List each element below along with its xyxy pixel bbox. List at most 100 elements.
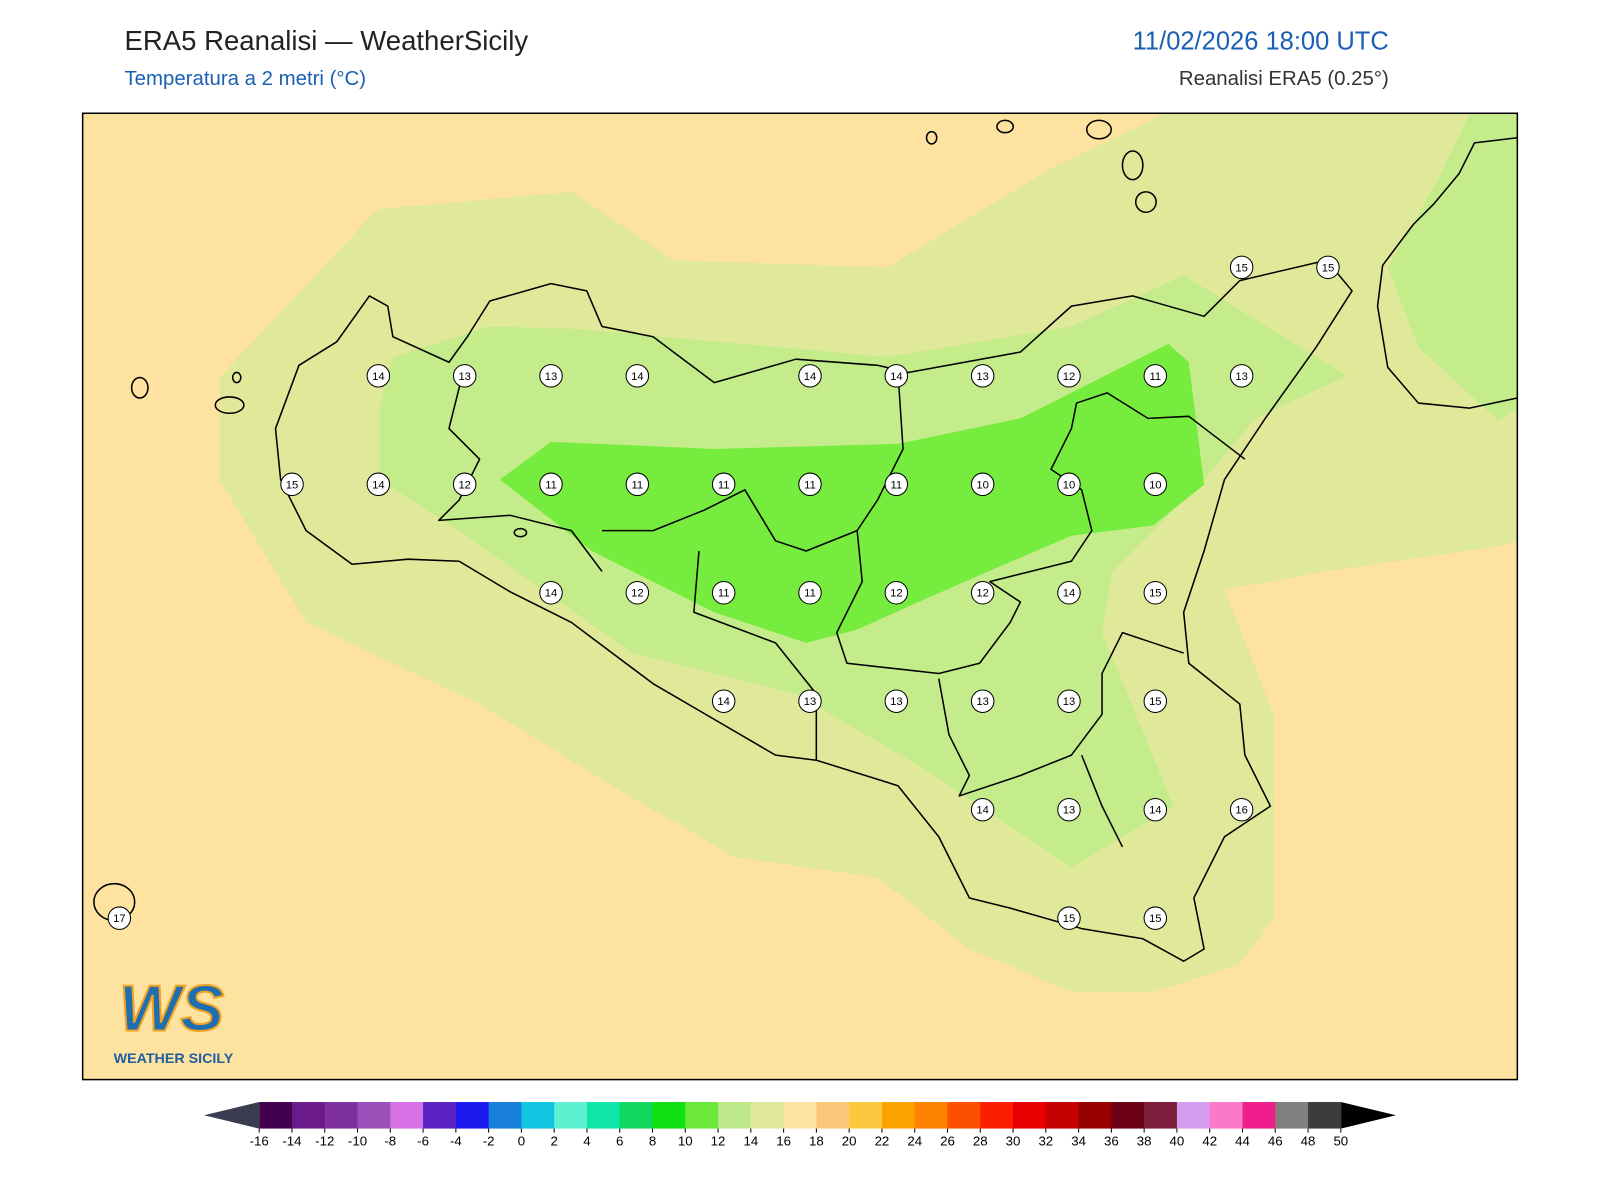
station-marker [452, 364, 477, 388]
colorbar-segment [1078, 1102, 1112, 1129]
colorbar-tick-label: 40 [1170, 1133, 1185, 1148]
station-marker [539, 581, 563, 605]
colorbar-segment [652, 1102, 686, 1129]
colorbar-segment [1144, 1102, 1178, 1129]
colorbar-segment [783, 1102, 817, 1129]
station-value: 13 [890, 696, 902, 708]
station-value: 14 [804, 371, 816, 383]
station-value: 11 [632, 479, 644, 491]
station-marker [539, 364, 563, 388]
station-value: 12 [631, 588, 643, 600]
colorbar-tick-label: 38 [1137, 1133, 1152, 1148]
station-marker [970, 689, 995, 713]
colorbar-segment [1111, 1102, 1145, 1129]
colorbar-tick-label: 26 [940, 1133, 955, 1148]
station-marker [970, 797, 995, 822]
source: Reanalisi ERA5 (0.25°) [1179, 68, 1389, 90]
station-marker [452, 472, 477, 497]
station-marker [711, 581, 736, 605]
station-marker [1229, 797, 1254, 822]
colorbar-segment [718, 1102, 752, 1129]
colorbar-tick-label: 28 [973, 1133, 988, 1148]
station-marker [1057, 689, 1081, 713]
colorbar-tick-label: 34 [1071, 1133, 1086, 1148]
station-marker [1057, 364, 1081, 388]
colorbar-segment [357, 1102, 391, 1129]
colorbar-segment [849, 1102, 883, 1129]
colorbar-tick-label: 2 [550, 1133, 557, 1148]
station-marker [798, 689, 822, 713]
zone-12-14 [1387, 114, 1518, 421]
colorbar-segment [619, 1102, 654, 1129]
station-value: 14 [1063, 588, 1075, 600]
station-value: 17 [113, 913, 125, 925]
colorbar-tick-label: 0 [518, 1133, 525, 1148]
colorbar-segment [685, 1102, 719, 1129]
colorbar-tick-label: 32 [1038, 1133, 1053, 1148]
station-marker [970, 581, 995, 605]
station-marker [970, 472, 995, 497]
station-marker [1057, 472, 1081, 497]
station-marker [1057, 906, 1081, 930]
station-marker [625, 581, 650, 605]
colorbar-tick-label: 36 [1104, 1133, 1119, 1148]
map-frame [81, 112, 1519, 1081]
station-value: 15 [1149, 913, 1161, 925]
colorbar-segment [390, 1102, 424, 1129]
colorbar-tick-label: 18 [809, 1133, 824, 1148]
station-marker [1143, 472, 1168, 497]
station-value: 16 [1235, 805, 1247, 817]
colorbar-segment [1242, 1102, 1276, 1129]
colorbar-tick-label: 4 [583, 1133, 590, 1148]
station-marker [884, 472, 909, 497]
colorbar-segment [947, 1102, 981, 1129]
colorbar-segment [455, 1102, 490, 1129]
station-marker [970, 364, 995, 388]
colorbar-segment [554, 1102, 588, 1129]
station-marker [884, 364, 909, 388]
colorbar-tick-label: -10 [348, 1133, 367, 1148]
colorbar-tick-label: -14 [282, 1133, 301, 1148]
colorbar-segment [1013, 1102, 1047, 1129]
station-value: 13 [976, 696, 988, 708]
station-marker [107, 906, 132, 930]
station-marker [798, 364, 822, 388]
colorbar-under [204, 1102, 260, 1129]
station-marker [711, 472, 736, 497]
station-marker [1143, 797, 1168, 822]
station-value: 11 [545, 479, 557, 491]
station-value: 14 [890, 371, 902, 383]
colorbar-segment [980, 1102, 1014, 1129]
colorbar-tick-label: 14 [743, 1133, 758, 1148]
station-labels: 15 15 14 13 13 14 14 14 13 12 11 13 15 14 12 11 11 11 11 11… [107, 255, 1340, 930]
station-value: 14 [631, 371, 643, 383]
colorbar-tick-label: -2 [483, 1133, 495, 1148]
station-value: 11 [890, 479, 902, 491]
station-marker [625, 472, 650, 497]
station-marker [1143, 906, 1168, 930]
station-marker [1143, 581, 1168, 605]
station-value: 15 [286, 479, 298, 491]
station-marker [366, 472, 391, 497]
station-value: 15 [1235, 262, 1247, 274]
colorbar-segment [914, 1102, 949, 1129]
colorbar-tick-label: 50 [1333, 1133, 1348, 1148]
station-value: 15 [1149, 588, 1161, 600]
timestamp: 11/02/2026 18:00 UTC [1133, 28, 1389, 56]
station-value: 11 [1149, 371, 1161, 383]
station-marker [1229, 255, 1254, 280]
colorbar-tick-label: 48 [1301, 1133, 1316, 1148]
station-value: 15 [1149, 696, 1161, 708]
colorbar-segment [324, 1102, 359, 1129]
colorbar-segment [586, 1102, 621, 1129]
station-marker [1057, 581, 1081, 605]
colorbar-segment [1045, 1102, 1080, 1129]
station-value: 11 [804, 479, 816, 491]
station-value: 11 [804, 588, 816, 600]
station-marker [625, 364, 650, 388]
colorbar-tick-label: 12 [711, 1133, 726, 1148]
colorbar-tick-label: 44 [1235, 1133, 1250, 1148]
province-border [438, 367, 1246, 848]
station-value: 14 [976, 805, 988, 817]
